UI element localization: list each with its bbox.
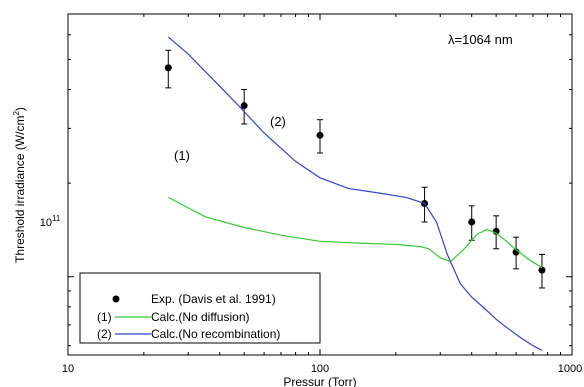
series-line-2: [167, 36, 543, 351]
data-point: [164, 64, 172, 72]
x-tick-label-1000: 1000: [558, 363, 582, 375]
axis-ticks: [67, 13, 573, 355]
legend-label-no-diffusion: Calc.(No diffusion): [151, 310, 249, 324]
legend-label-no-recombination: Calc.(No recombination): [151, 327, 280, 341]
y-axis-label: Threshold irradiance (W/cm2): [12, 107, 27, 263]
series-line-1: [168, 196, 543, 269]
data-point: [538, 266, 546, 274]
legend-number-2: (2): [97, 327, 112, 341]
data-point: [316, 131, 324, 139]
legend-box: [79, 272, 321, 344]
y-tick-label-1e11: 1011: [40, 214, 61, 229]
legend-label-exp: Exp. (Davis et al. 1991): [151, 292, 276, 306]
legend-marker-exp: [112, 295, 120, 303]
wavelength-annotation: λ=1064 nm: [448, 32, 513, 47]
curve-label-2: (2): [270, 114, 286, 129]
series-layer: [164, 36, 546, 351]
x-axis-label: Pressur (Torr): [283, 375, 356, 387]
legend: Exp. (Davis et al. 1991) (1) Calc.(No di…: [79, 272, 321, 344]
curve-label-1: (1): [174, 148, 190, 163]
data-point: [512, 248, 520, 256]
data-point: [468, 218, 476, 226]
data-point: [240, 102, 248, 110]
x-tick-label-10: 10: [62, 363, 74, 375]
x-tick-label-100: 100: [311, 363, 329, 375]
legend-number-1: (1): [97, 310, 112, 324]
